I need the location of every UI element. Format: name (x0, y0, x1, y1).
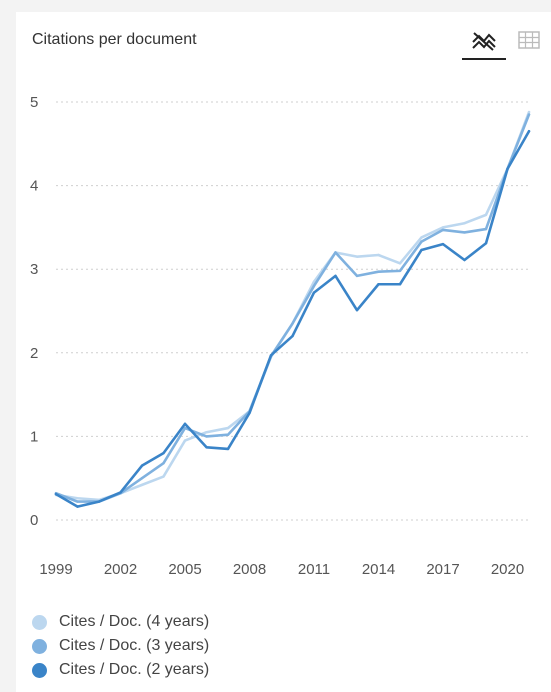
data-point-two-years (334, 274, 337, 278)
data-point-three-years (463, 231, 466, 234)
data-point-three-years (162, 461, 165, 465)
data-point-three-years (377, 270, 380, 273)
series-line-four-years (54, 110, 531, 502)
x-tick-label: 1999 (39, 561, 72, 578)
y-tick-label: 3 (30, 261, 38, 278)
x-tick-label: 2002 (104, 561, 137, 578)
data-point-three-years (420, 240, 423, 243)
legend-swatch-3-years (32, 638, 47, 654)
chart-legend: Cites / Doc. (4 years) Cites / Doc. (3 y… (32, 610, 209, 682)
data-point-four-years (205, 431, 208, 434)
data-point-two-years (248, 411, 251, 415)
data-point-four-years (398, 262, 402, 265)
data-point-three-years (312, 284, 316, 288)
data-point-four-years (377, 253, 380, 257)
data-point-two-years (506, 167, 509, 171)
data-point-two-years (119, 491, 122, 494)
y-tick-label: 4 (30, 178, 38, 195)
data-point-four-years (76, 497, 79, 500)
data-point-two-years (140, 464, 144, 467)
legend-label-2-years: Cites / Doc. (2 years) (59, 661, 210, 678)
data-point-four-years (463, 222, 466, 225)
series-line-two-years (54, 129, 531, 508)
data-point-two-years (205, 446, 208, 449)
data-point-four-years (312, 280, 316, 283)
data-point-three-years (291, 322, 294, 325)
data-point-four-years (420, 236, 423, 239)
data-point-two-years (97, 500, 101, 503)
data-point-two-years (76, 505, 79, 508)
x-tick-label: 2011 (298, 561, 330, 578)
data-point-two-years (183, 422, 187, 426)
data-point-three-years (334, 251, 337, 254)
legend-item-3-years[interactable]: Cites / Doc. (3 years) (32, 634, 209, 658)
chart-card: Citations per document 0 1 2 3 4 5 1999 2002 200… (16, 12, 551, 692)
data-point-four-years (527, 110, 531, 114)
data-point-three-years (484, 227, 488, 231)
data-point-three-years (527, 113, 531, 116)
data-point-two-years (484, 242, 488, 245)
legend-label-4-years: Cites / Doc. (4 years) (59, 613, 210, 630)
data-point-two-years (291, 334, 294, 338)
data-point-three-years (76, 500, 79, 503)
legend-item-4-years[interactable]: Cites / Doc. (4 years) (32, 610, 209, 634)
data-point-three-years (441, 228, 445, 232)
y-tick-label: 0 (30, 512, 38, 529)
data-point-four-years (183, 439, 187, 442)
data-point-two-years (420, 248, 423, 252)
x-tick-label: 2014 (362, 561, 395, 578)
y-tick-label: 5 (30, 94, 38, 111)
data-point-three-years (398, 269, 402, 273)
data-point-three-years (205, 435, 208, 438)
x-tick-label: 2017 (426, 561, 459, 578)
data-point-four-years (140, 483, 144, 487)
line-chart-icon (472, 32, 496, 51)
citations-line-chart: 0 1 2 3 4 5 1999 2002 2005 2008 2011 2014 2017 2020 (30, 94, 531, 578)
legend-swatch-2-years (32, 662, 47, 678)
data-point-two-years (269, 354, 273, 357)
data-point-four-years (162, 475, 165, 478)
data-point-two-years (312, 291, 316, 294)
legend-item-2-years[interactable]: Cites / Doc. (2 years) (32, 658, 209, 682)
data-point-two-years (54, 492, 58, 496)
y-tick-label: 2 (30, 345, 38, 362)
data-point-two-years (398, 283, 402, 286)
data-point-two-years (226, 447, 230, 451)
data-point-two-years (463, 258, 466, 262)
y-tick-label: 1 (30, 428, 38, 445)
x-tick-label: 2020 (491, 561, 524, 578)
legend-label-3-years: Cites / Doc. (3 years) (59, 637, 210, 654)
table-view-toggle[interactable] (514, 28, 544, 58)
chart-view-toggle[interactable] (462, 28, 506, 60)
data-point-two-years (377, 283, 380, 286)
data-point-three-years (183, 426, 187, 430)
data-point-four-years (441, 226, 445, 229)
data-point-two-years (527, 130, 531, 133)
data-point-two-years (162, 451, 165, 455)
series-line-three-years (54, 113, 531, 503)
data-point-three-years (140, 477, 144, 480)
data-point-four-years (226, 426, 230, 430)
data-point-four-years (355, 255, 359, 258)
data-point-three-years (226, 433, 230, 436)
x-tick-label: 2008 (233, 561, 266, 578)
chart-title: Citations per document (32, 31, 197, 48)
data-point-four-years (484, 213, 488, 217)
data-point-three-years (355, 274, 359, 278)
data-point-two-years (441, 242, 445, 246)
legend-swatch-4-years (32, 614, 47, 630)
data-point-two-years (355, 308, 359, 312)
table-grid-icon (518, 31, 540, 49)
x-tick-label: 2005 (168, 561, 201, 578)
